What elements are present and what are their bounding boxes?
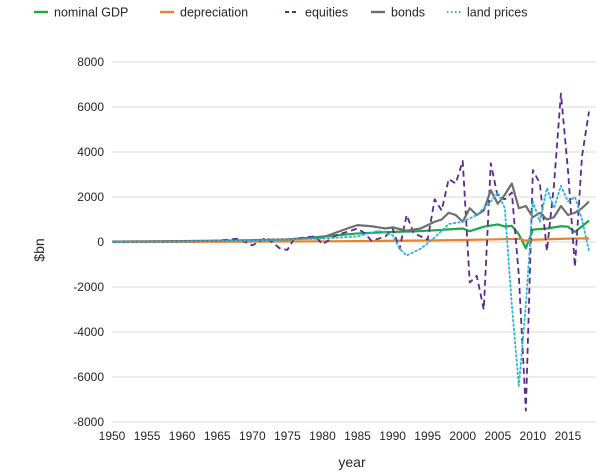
- series-line-nominal-gdp: [112, 219, 590, 250]
- x-tick-label: 1955: [134, 429, 161, 443]
- y-tick-label: -4000: [73, 325, 104, 339]
- x-tick-label: 2015: [555, 429, 582, 443]
- x-tick-label: 1975: [274, 429, 301, 443]
- x-tick-label: 1965: [204, 429, 231, 443]
- legend-label: nominal GDP: [54, 6, 128, 20]
- x-tick-label: 1995: [414, 429, 441, 443]
- y-axis-title: $bn: [31, 238, 47, 261]
- axes: 80006000400020000-2000-4000-6000-8000195…: [73, 55, 596, 443]
- x-tick-label: 1980: [309, 429, 336, 443]
- series-line-bonds: [112, 182, 590, 243]
- x-tick-label: 1970: [239, 429, 266, 443]
- legend-label: depreciation: [180, 6, 248, 20]
- series-line-equities: [112, 92, 590, 412]
- y-tick-label: -8000: [73, 415, 104, 429]
- x-tick-label: 2000: [449, 429, 476, 443]
- y-tick-label: 8000: [77, 55, 104, 69]
- x-tick-label: 1950: [99, 429, 126, 443]
- series-line-land-prices: [112, 184, 590, 387]
- legend-label: equities: [305, 6, 348, 20]
- legend: nominal GDP depreciation equities bonds land…: [34, 6, 527, 20]
- y-tick-label: -6000: [73, 370, 104, 384]
- y-tick-label: 4000: [77, 145, 104, 159]
- x-tick-label: 1960: [169, 429, 196, 443]
- legend-label: land prices: [467, 6, 527, 20]
- x-tick-label: 1990: [379, 429, 406, 443]
- x-tick-label: 2010: [520, 429, 547, 443]
- y-tick-label: 2000: [77, 190, 104, 204]
- y-tick-label: -2000: [73, 280, 104, 294]
- x-tick-label: 1985: [344, 429, 371, 443]
- series-lines: [112, 92, 590, 412]
- y-tick-label: 0: [97, 235, 104, 249]
- legend-label: bonds: [391, 6, 425, 20]
- y-tick-label: 6000: [77, 100, 104, 114]
- x-axis-title: year: [338, 454, 366, 470]
- x-tick-label: 2005: [484, 429, 511, 443]
